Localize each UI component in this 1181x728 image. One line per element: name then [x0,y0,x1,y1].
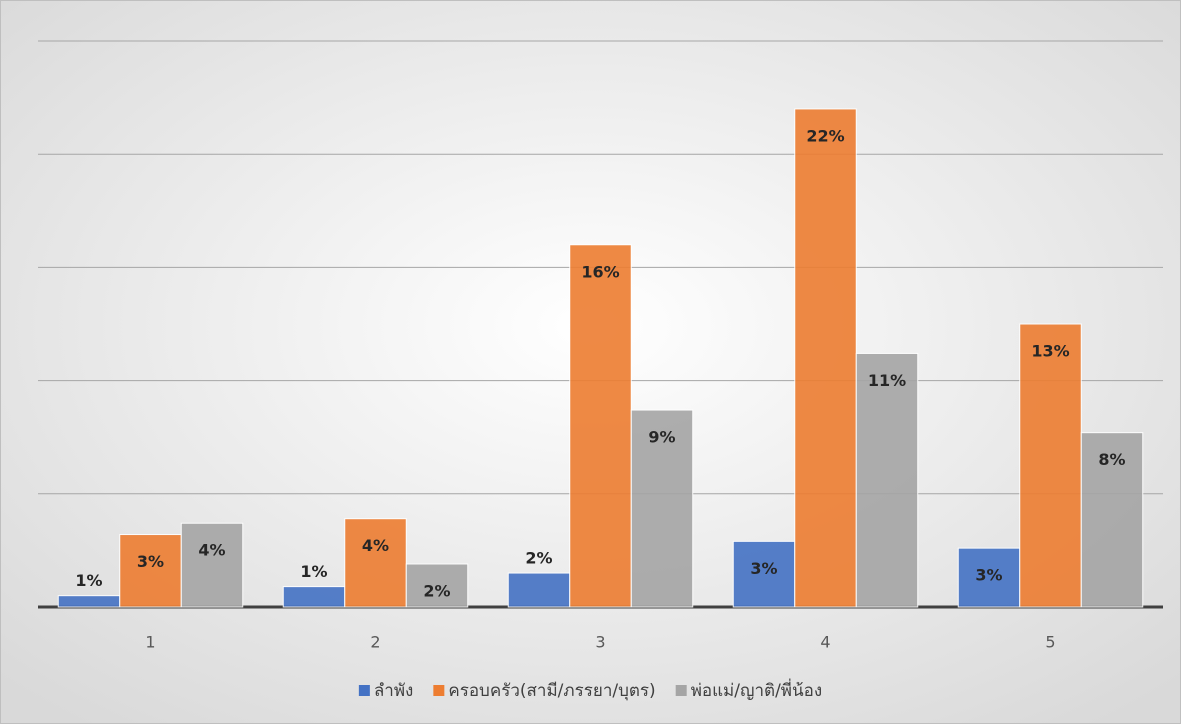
data-label: 8% [1098,450,1125,469]
legend-label: พ่อแม่/ญาติ/พี่น้อง [691,678,822,701]
data-label: 1% [300,562,327,581]
bar [855,352,919,608]
data-label: 13% [1031,342,1069,361]
bar [732,540,796,608]
bar [180,522,244,608]
data-label: 4% [198,541,225,560]
x-tick-label: 5 [1045,633,1055,652]
legend-marker [675,685,687,696]
data-label: 11% [868,371,906,390]
data-label: 9% [648,428,675,447]
bar [569,244,632,608]
bar [957,547,1021,608]
legend-label: ลำพัง [374,681,413,701]
bar [405,563,469,608]
x-tick-label: 3 [595,633,605,652]
data-label: 2% [525,549,552,568]
data-label: 3% [137,552,164,571]
data-label: 2% [423,581,450,600]
data-label: 1% [75,571,102,590]
legend-marker [358,685,370,696]
data-label: 3% [975,566,1002,585]
bar [57,595,121,608]
data-label: 3% [750,559,777,578]
bar [1019,323,1082,608]
bar [344,518,407,608]
x-tick-label: 4 [820,633,830,652]
bar [1080,432,1144,608]
data-label: 4% [362,536,389,555]
x-tick-label: 2 [370,633,380,652]
data-label: 16% [581,262,619,281]
bar [794,108,857,608]
legend-label: ครอบครัว(สามี/ภรรยา/บุตร) [448,681,655,701]
legend-marker [433,685,445,696]
data-label: 22% [806,126,844,145]
bar [282,586,346,608]
bar [630,409,694,608]
x-tick-label: 1 [145,633,155,652]
bar [507,572,571,608]
